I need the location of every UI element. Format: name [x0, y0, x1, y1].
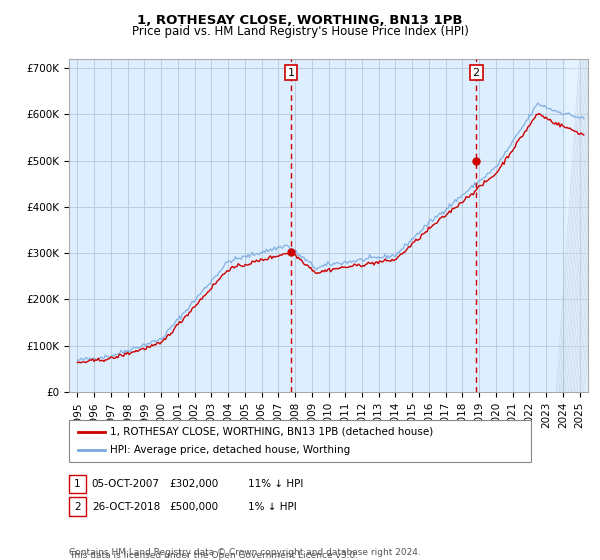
Text: 2: 2 — [473, 68, 480, 78]
Text: £500,000: £500,000 — [170, 502, 219, 511]
Text: 1, ROTHESAY CLOSE, WORTHING, BN13 1PB: 1, ROTHESAY CLOSE, WORTHING, BN13 1PB — [137, 14, 463, 27]
Text: HPI: Average price, detached house, Worthing: HPI: Average price, detached house, Wort… — [110, 445, 350, 455]
Text: Price paid vs. HM Land Registry's House Price Index (HPI): Price paid vs. HM Land Registry's House … — [131, 25, 469, 38]
Text: 11% ↓ HPI: 11% ↓ HPI — [248, 479, 303, 489]
Bar — [566, 59, 590, 392]
Text: 1, ROTHESAY CLOSE, WORTHING, BN13 1PB (detached house): 1, ROTHESAY CLOSE, WORTHING, BN13 1PB (d… — [110, 427, 433, 437]
Text: 1: 1 — [74, 479, 81, 489]
Text: 2: 2 — [74, 502, 81, 511]
Text: This data is licensed under the Open Government Licence v3.0.: This data is licensed under the Open Gov… — [69, 551, 358, 560]
Text: 05-OCT-2007: 05-OCT-2007 — [92, 479, 160, 489]
Text: 1: 1 — [287, 68, 295, 78]
Text: £302,000: £302,000 — [170, 479, 219, 489]
Text: 1% ↓ HPI: 1% ↓ HPI — [248, 502, 296, 511]
Text: Contains HM Land Registry data © Crown copyright and database right 2024.: Contains HM Land Registry data © Crown c… — [69, 548, 421, 557]
Text: 26-OCT-2018: 26-OCT-2018 — [92, 502, 160, 511]
